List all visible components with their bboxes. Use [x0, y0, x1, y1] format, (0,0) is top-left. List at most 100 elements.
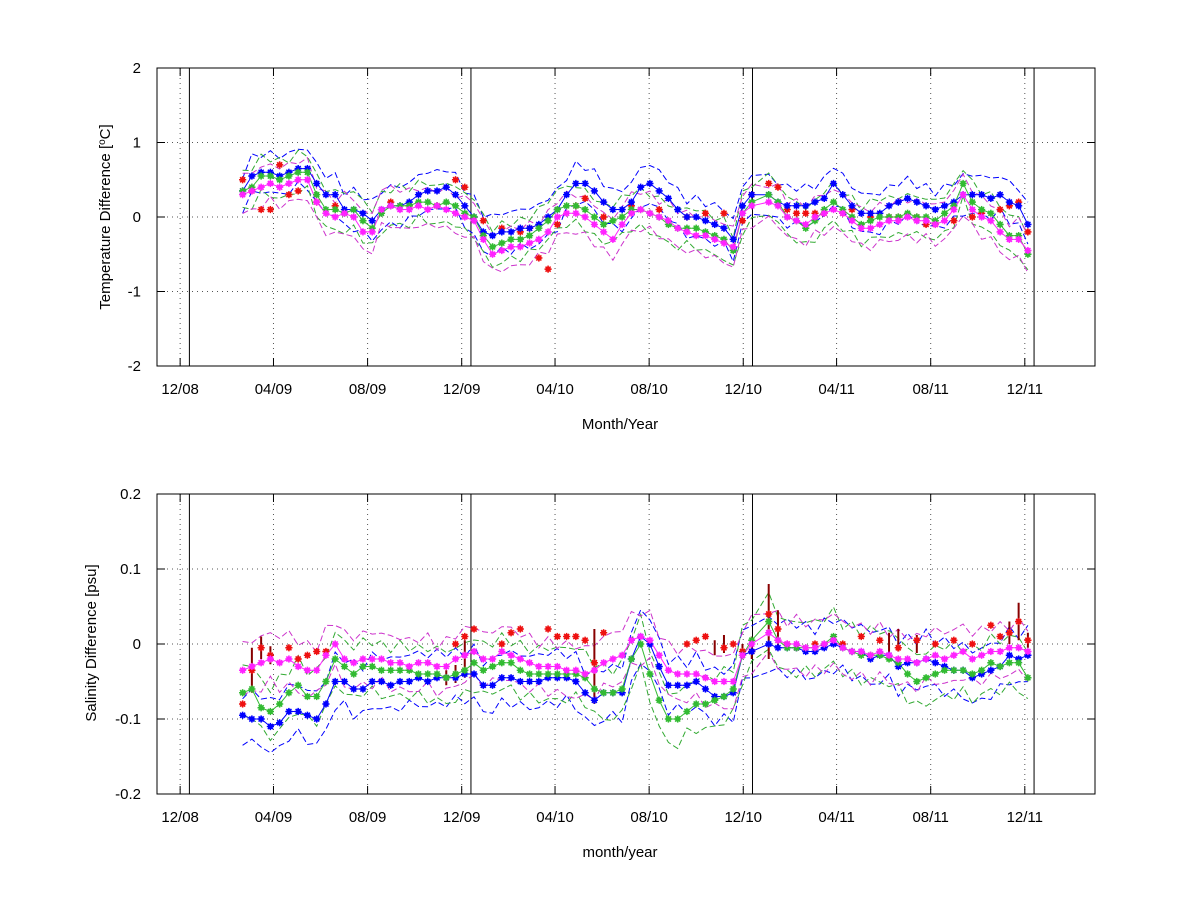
data-point [683, 640, 691, 648]
data-point [637, 632, 645, 641]
data-point [322, 191, 330, 199]
x-tick-label: 04/10 [536, 381, 574, 398]
data-point [525, 659, 534, 667]
data-point [590, 696, 598, 704]
data-point [978, 213, 986, 221]
data-point [857, 209, 865, 217]
data-point [765, 629, 773, 637]
data-point [820, 209, 828, 217]
data-point [913, 677, 921, 686]
data-point [303, 168, 312, 176]
data-point [811, 213, 819, 221]
data-point [368, 217, 376, 225]
data-point [987, 659, 995, 667]
data-point [498, 239, 506, 247]
data-point [535, 677, 543, 686]
data-point [903, 194, 912, 202]
data-point [931, 651, 939, 659]
data-point [792, 209, 801, 217]
data-point [894, 198, 902, 206]
data-point [488, 250, 497, 258]
data-point [368, 228, 376, 236]
data-point [996, 205, 1004, 214]
data-point [461, 632, 469, 641]
data-point [848, 217, 856, 225]
data-point [544, 625, 552, 633]
x-tick-label: 12/11 [1007, 381, 1043, 398]
data-point [340, 209, 349, 217]
data-point [748, 640, 756, 648]
data-point [461, 209, 469, 217]
data-point [894, 655, 902, 663]
data-point [461, 202, 469, 210]
data-point [968, 655, 976, 663]
data-point [563, 202, 571, 210]
data-point [350, 659, 358, 667]
data-point [507, 235, 515, 243]
data-point [322, 700, 330, 708]
data-point [451, 191, 460, 199]
data-point [996, 228, 1004, 236]
data-point [609, 205, 617, 214]
data-point [368, 655, 376, 663]
data-point [387, 681, 395, 689]
data-point [655, 696, 663, 704]
data-point [451, 176, 460, 184]
data-point [600, 228, 608, 236]
series-upper-envelope [242, 148, 1029, 220]
data-point [488, 655, 497, 663]
data-point [655, 662, 663, 671]
data-point [276, 700, 284, 708]
data-point [866, 224, 875, 232]
data-point [294, 707, 302, 716]
data-point [987, 194, 995, 202]
temperature-x-axis-label: Month/Year [582, 416, 658, 433]
data-point [451, 640, 460, 648]
data-point [618, 651, 626, 659]
data-point [729, 243, 737, 251]
data-point [535, 670, 543, 678]
y-tick-label: 2 [133, 60, 141, 77]
data-point [839, 644, 847, 652]
data-point [664, 194, 673, 202]
data-point [276, 176, 284, 184]
data-point [525, 239, 534, 247]
data-point [857, 224, 865, 232]
data-point [498, 640, 506, 648]
data-point [655, 187, 663, 195]
data-point [646, 636, 654, 644]
data-point [285, 179, 293, 188]
data-point [553, 662, 561, 671]
data-point [765, 179, 773, 188]
data-point [894, 644, 902, 652]
data-point [442, 662, 450, 671]
series-lower-envelope [242, 650, 1029, 710]
data-point [996, 191, 1004, 199]
data-point [248, 685, 256, 693]
data-point [285, 689, 293, 697]
data-point [950, 205, 958, 214]
data-point [627, 198, 635, 206]
data-point [674, 224, 682, 232]
x-tick-label: 08/11 [912, 381, 948, 398]
data-point [405, 662, 413, 671]
data-point [1015, 644, 1023, 652]
data-point [266, 172, 274, 180]
data-point [535, 224, 543, 232]
data-point [866, 651, 875, 659]
data-point [987, 666, 995, 674]
data-point [655, 213, 663, 221]
series-lower-envelope [242, 648, 1029, 750]
data-point [387, 202, 395, 210]
data-point [783, 202, 791, 210]
data-point [913, 198, 921, 206]
data-point [498, 224, 506, 232]
y-tick-label: -0.1 [115, 711, 141, 728]
data-point [377, 205, 386, 214]
data-point [396, 677, 404, 686]
data-point [711, 677, 719, 686]
data-point [266, 168, 274, 176]
data-point [922, 217, 930, 225]
data-point [968, 191, 976, 199]
data-point [276, 719, 284, 727]
